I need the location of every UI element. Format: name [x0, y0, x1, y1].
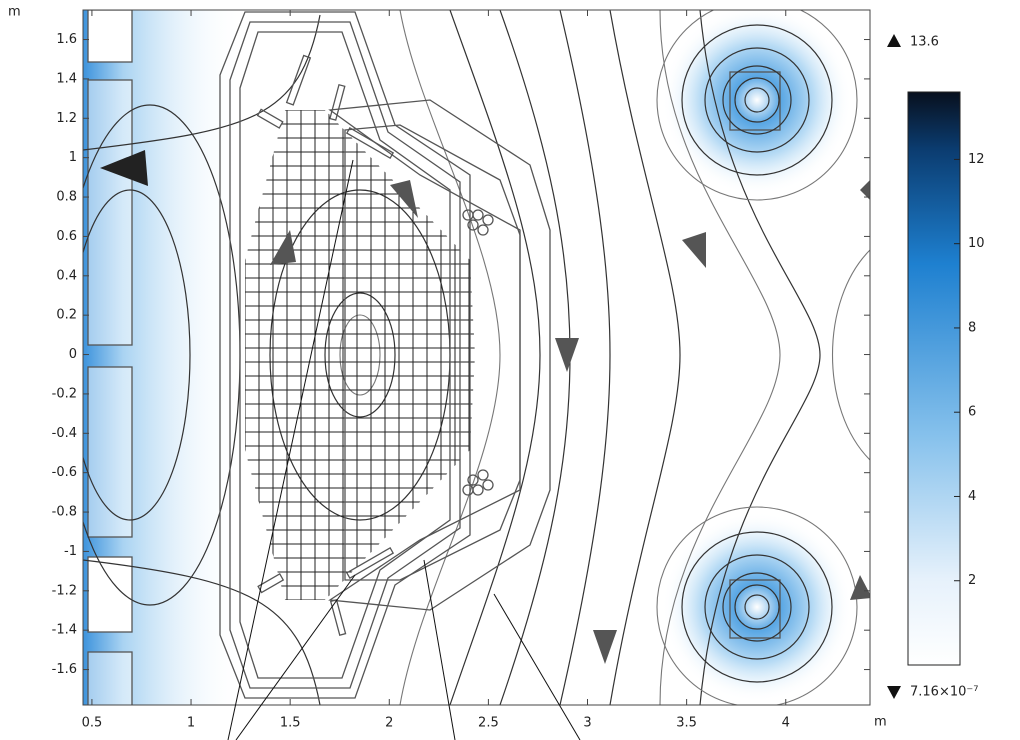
- x-tick-label: 0.5: [82, 716, 103, 731]
- colorbar-tick-label: 12: [968, 152, 985, 167]
- y-tick-label: 1.4: [56, 71, 77, 86]
- y-tick-label: -0.2: [52, 386, 77, 401]
- field-shading: [662, 512, 852, 702]
- colorbar-tick-label: 10: [968, 236, 985, 251]
- colorbar-tick-label: 4: [968, 489, 976, 504]
- y-tick-label: -1.6: [52, 662, 77, 677]
- y-tick-label: -1.2: [52, 583, 77, 598]
- y-tick-label: -0.6: [52, 465, 77, 480]
- x-tick-label: 2: [385, 716, 393, 731]
- y-tick-label: 1: [69, 150, 77, 165]
- y-axis-unit: m: [8, 5, 21, 20]
- x-axis-unit: m: [874, 715, 887, 730]
- colorbar: [908, 92, 960, 665]
- y-tick-label: -1.4: [52, 623, 77, 638]
- min-label: 7.16×10⁻⁷: [910, 685, 978, 700]
- y-tick-label: -0.8: [52, 505, 77, 520]
- min-icon: [887, 686, 901, 699]
- y-tick-label: 0.2: [56, 308, 77, 323]
- field-plot: [60, 0, 872, 712]
- x-tick-label: 3: [583, 716, 591, 731]
- y-tick-label: 1.2: [56, 111, 77, 126]
- y-tick-label: 0: [69, 347, 77, 362]
- y-tick-label: 1.6: [56, 32, 77, 47]
- y-tick-label: 0.4: [56, 268, 77, 283]
- x-tick-label: 2.5: [478, 716, 499, 731]
- max-icon: [887, 34, 901, 47]
- colorbar-tick-label: 6: [968, 405, 976, 420]
- max-label: 13.6: [910, 35, 939, 50]
- y-tick-label: 0.8: [56, 190, 77, 205]
- x-tick-label: 4: [782, 716, 790, 731]
- y-tick-label: -1: [64, 544, 77, 559]
- chart: m m 13.6 7.16×10⁻⁷ 0.5 1 1.5 2 2.5 3 3.5 4 1.6 1.…: [0, 0, 1020, 740]
- y-tick-label: -0.4: [52, 426, 77, 441]
- colorbar-tick-label: 2: [968, 573, 976, 588]
- colorbar-tick-label: 8: [968, 320, 976, 335]
- y-tick-label: 0.6: [56, 229, 77, 244]
- field-shading: [662, 5, 852, 195]
- x-tick-label: 1: [187, 716, 195, 731]
- x-tick-label: 3.5: [676, 716, 697, 731]
- x-tick-label: 1.5: [280, 716, 301, 731]
